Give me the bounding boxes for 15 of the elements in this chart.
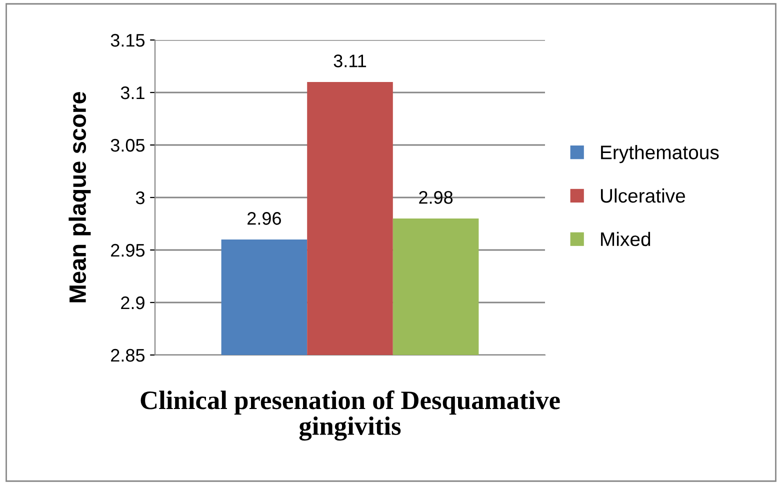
legend-label: Erythematous <box>601 145 719 164</box>
x-axis-title: Clinical presenation of Desquamative gingivitis <box>140 390 560 441</box>
y-tick-label: 2.9 <box>121 296 144 310</box>
y-tick-label: 3 <box>136 191 144 204</box>
y-tick-label: 3.1 <box>120 86 144 100</box>
y-axis-title: Mean plaque score <box>68 92 91 302</box>
data-label: 2.98 <box>419 191 453 204</box>
y-tick-label: 3.15 <box>110 34 145 47</box>
y-tick-label: 2.95 <box>111 244 145 257</box>
legend-label: Mixed <box>601 232 650 246</box>
data-label: 3.11 <box>334 54 366 68</box>
legend-label: Ulcerative <box>600 188 686 203</box>
data-label: 2.96 <box>248 212 281 225</box>
y-tick-label: 3.05 <box>110 138 145 152</box>
y-tick-label: 2.85 <box>111 348 145 362</box>
